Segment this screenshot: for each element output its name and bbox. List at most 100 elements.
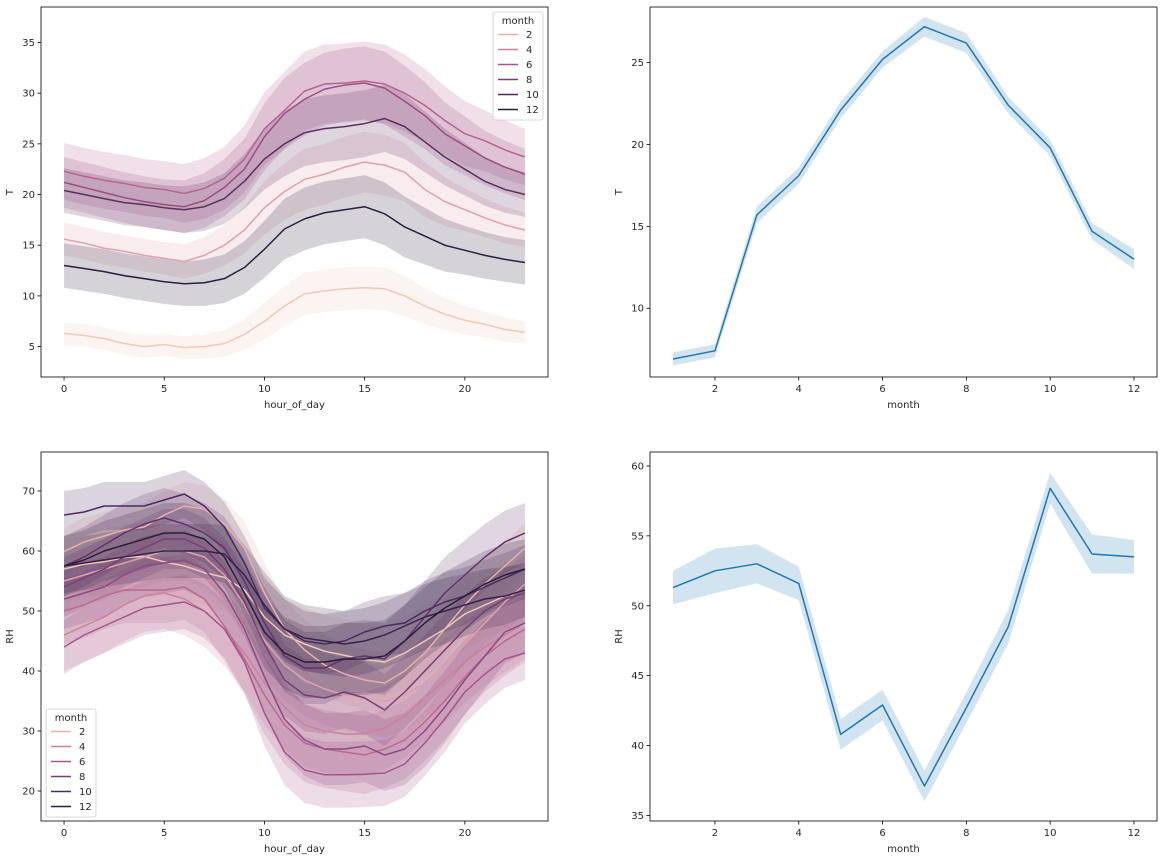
y-tick-label: 20 (22, 190, 35, 201)
x-tick-label: 15 (358, 384, 371, 395)
legend-label: 6 (526, 60, 532, 71)
series-line (63, 538, 526, 711)
y-tick-label: 20 (22, 787, 35, 798)
legend-label: 8 (526, 75, 532, 86)
y-tick-label: 55 (631, 531, 644, 542)
series-line (63, 161, 526, 263)
chart-4: 2 4 6 8 10 12 35 40 45 50 55 60 month RH (614, 451, 1158, 855)
legend-label: 8 (79, 772, 85, 783)
axes-frame (649, 6, 1158, 378)
confidence-band (673, 472, 1134, 802)
x-tick-label: 5 (161, 828, 167, 839)
legend: month 2 4 6 8 10 12 (45, 708, 97, 818)
confidence-band (64, 46, 525, 234)
y-tick-label: 10 (631, 304, 644, 315)
legend-label: 4 (79, 742, 85, 753)
y-tick-label: 60 (631, 461, 644, 472)
series-line (63, 82, 526, 208)
x-axis-label: hour_of_day (264, 400, 325, 411)
axes-frame (40, 6, 549, 378)
chart-3: 0 5 10 15 20 20 30 40 50 60 70 hour_of_day RH month 2 4… (5, 451, 549, 855)
y-tick-label: 25 (22, 139, 35, 150)
series-line (63, 505, 526, 684)
x-tick-label: 2 (712, 828, 718, 839)
x-tick-label: 10 (258, 828, 271, 839)
series-line (63, 601, 526, 776)
y-axis-label: RH (614, 629, 625, 643)
y-tick-label: 40 (22, 667, 35, 678)
y-tick-label: 15 (631, 222, 644, 233)
y-tick-label: 40 (631, 741, 644, 752)
y-axis-label: T (5, 188, 16, 196)
y-tick-label: 10 (22, 291, 35, 302)
series-line (63, 117, 526, 211)
x-tick-label: 8 (963, 384, 969, 395)
x-tick-label: 2 (712, 384, 718, 395)
series-line (63, 80, 526, 195)
x-tick-label: 10 (1044, 384, 1057, 395)
x-tick-label: 6 (879, 384, 885, 395)
series-line (63, 586, 526, 756)
y-tick-label: 35 (22, 38, 35, 49)
legend-label: 6 (79, 757, 85, 768)
series-line (63, 287, 526, 349)
legend-title: month (502, 16, 534, 27)
x-tick-label: 6 (879, 828, 885, 839)
y-tick-label: 25 (631, 58, 644, 69)
confidence-band (64, 524, 525, 677)
x-tick-label: 12 (1128, 828, 1141, 839)
legend-label: 12 (79, 802, 92, 813)
y-tick-label: 30 (22, 89, 35, 100)
y-tick-label: 5 (29, 342, 35, 353)
legend-title: month (55, 713, 87, 724)
y-axis-label: RH (5, 629, 16, 643)
y-tick-label: 35 (631, 811, 644, 822)
x-tick-label: 4 (796, 384, 802, 395)
legend-label: 2 (526, 30, 532, 41)
x-tick-label: 20 (458, 828, 471, 839)
x-axis-label: hour_of_day (264, 844, 325, 855)
confidence-band (64, 554, 525, 794)
confidence-band (64, 530, 525, 791)
chart-2: 2 4 6 8 10 12 10 15 20 25 month T (614, 6, 1158, 411)
series-line (63, 592, 526, 735)
x-tick-label: 0 (61, 828, 67, 839)
y-tick-label: 50 (631, 601, 644, 612)
y-tick-label: 20 (631, 140, 644, 151)
legend-label: 10 (526, 90, 539, 101)
axes-frame (40, 451, 549, 822)
legend-label: 12 (526, 105, 539, 116)
y-axis-label: T (614, 188, 625, 196)
legend-label: 4 (526, 45, 532, 56)
confidence-band (64, 131, 525, 279)
series-line (672, 25, 1135, 360)
confidence-band (64, 521, 525, 737)
confidence-band (64, 85, 525, 234)
x-tick-label: 10 (1044, 828, 1057, 839)
series-line (63, 559, 526, 756)
y-tick-label: 70 (22, 487, 35, 498)
confidence-band (64, 266, 525, 359)
series-line (63, 205, 526, 285)
x-tick-label: 5 (161, 384, 167, 395)
y-tick-label: 30 (22, 727, 35, 738)
x-tick-label: 4 (796, 828, 802, 839)
x-axis-label: month (887, 844, 919, 855)
x-tick-label: 12 (1128, 384, 1141, 395)
confidence-band (64, 575, 525, 808)
x-tick-label: 15 (358, 828, 371, 839)
series-line (63, 550, 526, 702)
x-tick-label: 10 (258, 384, 271, 395)
confidence-band (64, 557, 525, 776)
confidence-band (64, 523, 525, 698)
y-tick-label: 15 (22, 241, 35, 252)
confidence-band (673, 16, 1134, 366)
x-axis-label: month (887, 400, 919, 411)
series-line (672, 487, 1134, 787)
x-tick-label: 0 (61, 384, 67, 395)
legend-box (45, 708, 97, 818)
legend-box (492, 11, 544, 121)
confidence-band (64, 482, 525, 713)
